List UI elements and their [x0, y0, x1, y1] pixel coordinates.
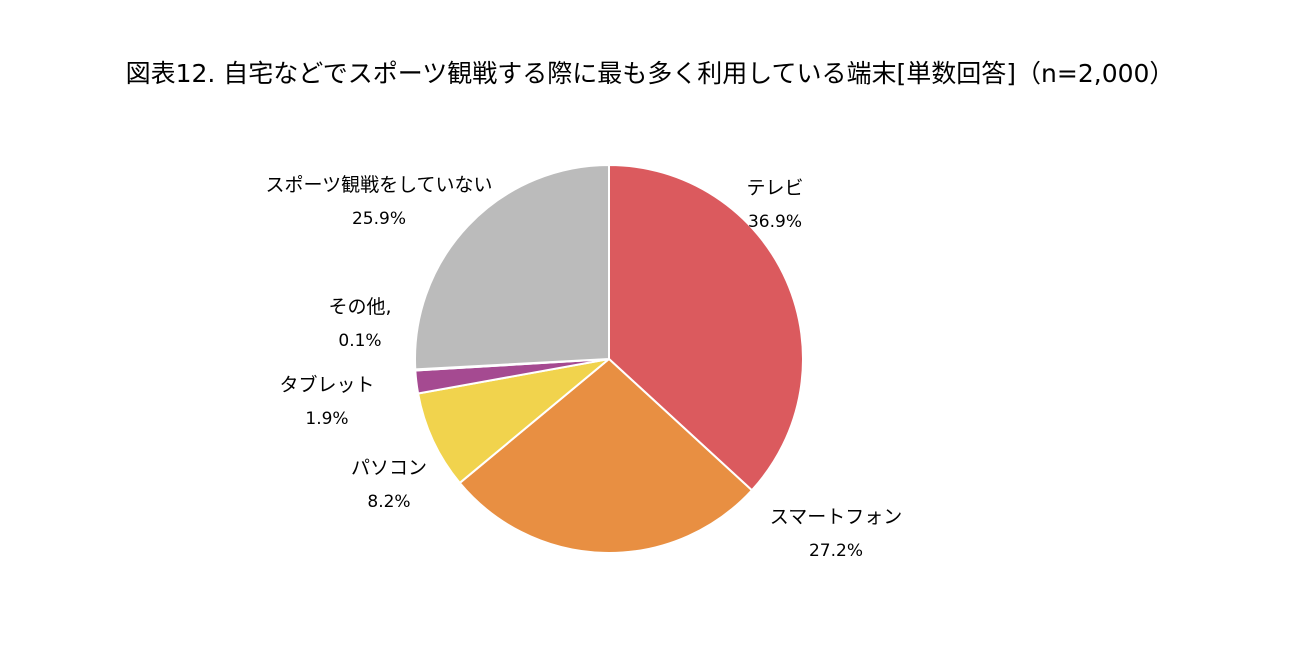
slice-3-value-label: 8.2%: [367, 492, 410, 512]
slice-4-value-label: 1.9%: [305, 409, 348, 429]
slice-4-label: タブレット: [279, 373, 374, 396]
chart-title: 図表12. 自宅などでスポーツ観戦する際に最も多く利用している端末[単数回答]（…: [125, 59, 1175, 88]
slice-5-value-label: 0.1%: [338, 331, 381, 351]
slice-5-label: その他,: [328, 296, 391, 318]
pie-slice-3: [417, 358, 610, 484]
slice-2-value-label: 27.2%: [809, 541, 863, 561]
slice-2-label: スマートフォン: [770, 506, 902, 528]
slice-1-label: テレビ: [746, 177, 803, 199]
slice-3-label: パソコン: [351, 457, 427, 479]
slice-6-value-label: 25.9%: [352, 209, 406, 229]
pie-slice-6: [414, 164, 610, 371]
slice-1-value-label: 36.9%: [748, 212, 802, 232]
pie-slice-2: [458, 358, 753, 554]
pie-slice-1: [608, 164, 804, 492]
slice-6-label: スポーツ観戦をしていない: [265, 174, 492, 196]
